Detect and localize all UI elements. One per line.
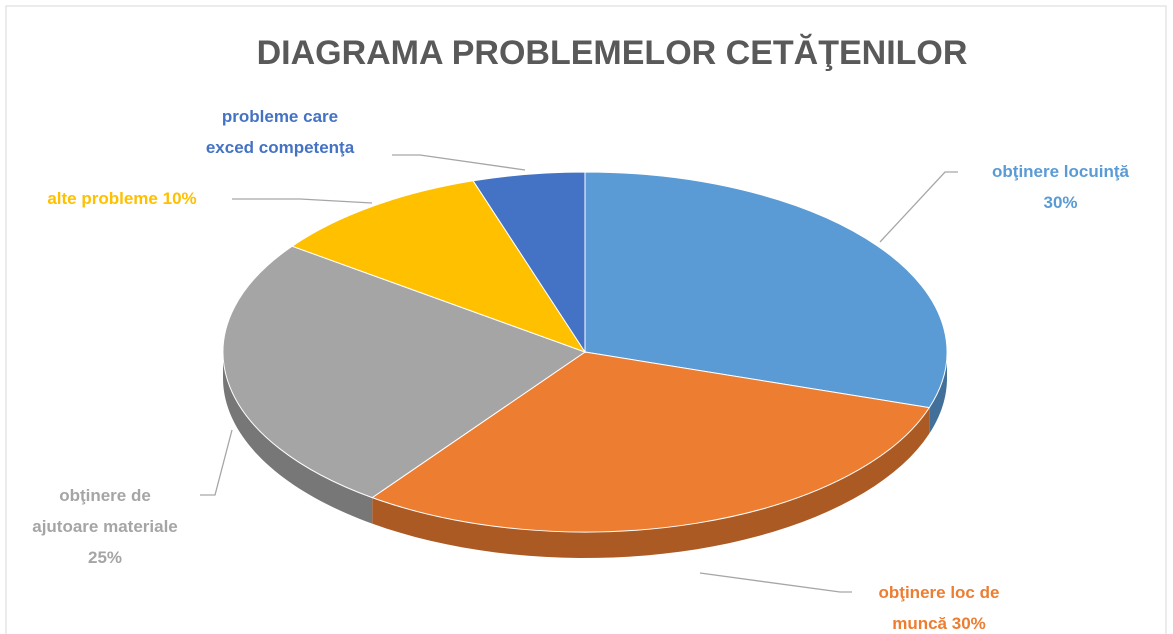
label-name: obţinere de ajutoare materiale	[32, 486, 178, 536]
slice	[371, 351, 931, 533]
label-value: 25%	[87, 548, 123, 567]
slice	[584, 171, 948, 409]
data-label: obţinere loc de muncă 30%	[864, 577, 1014, 634]
label-value: 30%	[1043, 193, 1078, 212]
label-name: probleme care exced competenţa	[205, 107, 355, 157]
slice	[291, 180, 587, 353]
slice	[222, 245, 587, 499]
leader-line	[879, 171, 958, 243]
slice	[472, 171, 586, 354]
leader-line	[392, 154, 526, 171]
label-name: obţinere loc de muncă	[878, 583, 1000, 633]
leader-line	[200, 429, 233, 496]
slice-side	[372, 407, 930, 558]
leader-line	[699, 572, 852, 593]
chart-title: DIAGRAMA PROBLEMELOR CETĂŢENILOR	[257, 34, 968, 72]
label-value: 30%	[951, 614, 986, 633]
label-value: 10%	[162, 189, 197, 208]
slice-side	[223, 352, 373, 524]
chart-frame	[5, 5, 1167, 634]
data-label: obţinere de ajutoare materiale 25%	[24, 480, 186, 573]
label-name: alte probleme	[47, 189, 158, 208]
data-label: obţinere locuinţă 30%	[978, 156, 1143, 218]
data-label: alte probleme 10%	[12, 183, 232, 214]
label-name: obţinere locuinţă	[992, 162, 1129, 181]
data-label: probleme care exced competenţa	[200, 101, 360, 163]
leader-line	[232, 198, 373, 204]
